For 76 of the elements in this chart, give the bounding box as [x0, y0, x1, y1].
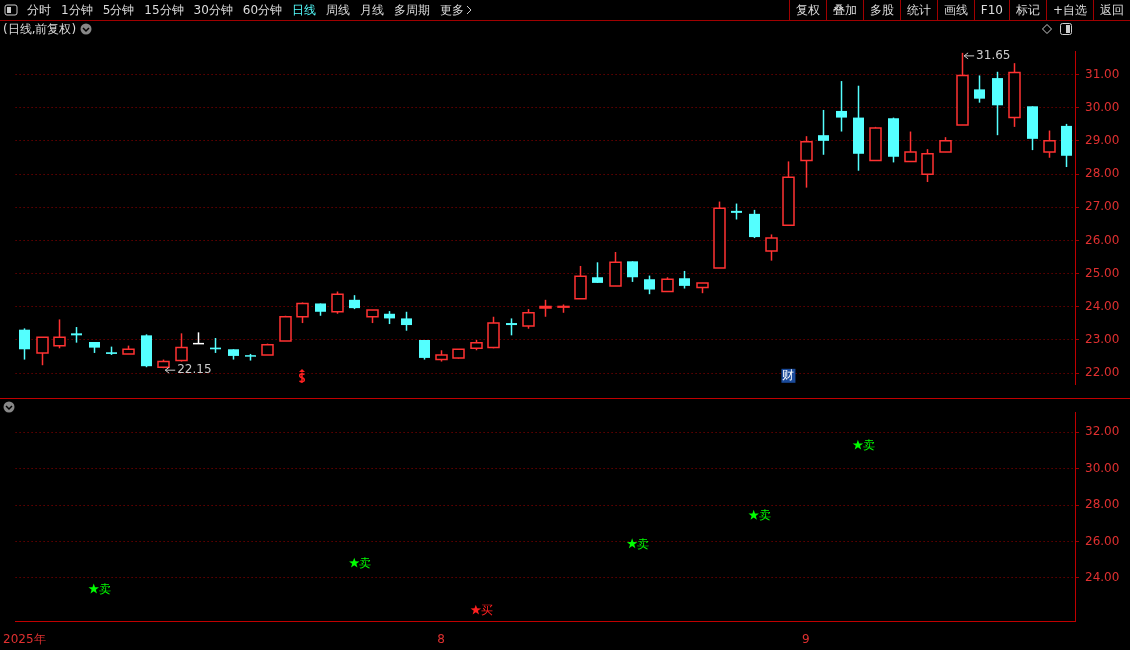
point [349, 557, 360, 568]
candlestick [627, 260, 638, 283]
x-tick-label: 8 [437, 631, 445, 646]
y-tick-label: 30.00 [1085, 460, 1120, 475]
candlestick [401, 311, 412, 332]
x-tick-label: 9 [801, 631, 810, 646]
data-label: 卖 [98, 582, 111, 597]
y-tick-label: 28.00 [1085, 497, 1120, 512]
chart-title: (日线,前复权) [3, 20, 77, 38]
candlestick [331, 290, 344, 315]
candlestick [1043, 129, 1056, 159]
point [626, 538, 638, 549]
y-tick-label: 29.00 [1085, 132, 1120, 147]
y-tick-label: 22.00 [1085, 365, 1120, 380]
candlestick [296, 301, 309, 324]
point [852, 439, 864, 450]
text: F10 [973, 0, 1009, 20]
y-tick-label: 30.00 [1085, 99, 1120, 114]
text: 返回 [1093, 0, 1130, 20]
candlestick [818, 109, 829, 156]
text: 5分钟 [101, 1, 136, 19]
text: 日线 [291, 1, 318, 19]
data-label: 卖 [758, 508, 771, 523]
candlestick [904, 130, 917, 163]
data-label: 卖 [862, 438, 875, 453]
data-label: 买 [480, 603, 493, 618]
data-label: 卖 [359, 556, 372, 571]
text: 分时 [26, 1, 52, 19]
text: 标记 [1008, 0, 1046, 20]
text: 画线 [936, 0, 974, 20]
y-tick-label: 28.00 [1085, 166, 1120, 181]
x-tick-label: 2025年 [3, 631, 46, 646]
candlestick [609, 251, 622, 287]
text: 更多 [439, 1, 466, 19]
candlestick [974, 74, 985, 104]
candlestick [765, 233, 778, 262]
candlestick [53, 318, 66, 350]
annotation: 财 [782, 367, 795, 382]
text: 多周期 [393, 1, 432, 19]
text: 月线 [359, 1, 386, 19]
point [470, 604, 482, 615]
annotation: 31.65 [976, 47, 1011, 62]
y-tick-label: 32.00 [1085, 424, 1120, 439]
text: 1分钟 [60, 1, 94, 19]
y-tick-label: 23.00 [1085, 332, 1120, 347]
text: 统计 [899, 0, 937, 20]
data-label: 卖 [637, 536, 650, 551]
candlestick [800, 135, 813, 189]
candlestick [592, 261, 603, 284]
candlestick [836, 80, 847, 133]
text: 叠加 [825, 0, 863, 20]
text: 多股 [862, 0, 900, 20]
y-tick-label: 31.00 [1085, 66, 1120, 81]
y-tick-label: 26.00 [1085, 232, 1120, 247]
y-tick-label: 26.00 [1085, 533, 1120, 548]
text: 15分钟 [143, 1, 185, 19]
point [748, 509, 759, 520]
candlestick [19, 327, 30, 361]
y-tick-label: 24.00 [1085, 298, 1120, 313]
y-tick-label: 25.00 [1085, 265, 1120, 280]
candlestick [175, 332, 188, 363]
candlestick [749, 209, 760, 239]
candlestick [644, 274, 655, 295]
y-tick-label: 24.00 [1085, 570, 1120, 585]
candlestick [574, 265, 587, 300]
text: 30分钟 [192, 1, 234, 19]
candlestick [36, 336, 49, 366]
candlestick [921, 148, 934, 183]
y-tick-label: 27.00 [1085, 199, 1120, 214]
text: 周线 [325, 1, 352, 19]
text: 60分钟 [241, 1, 284, 19]
point [88, 583, 99, 594]
text: 复权 [788, 0, 826, 20]
text: +自选 [1045, 0, 1093, 20]
candlestick [522, 308, 535, 330]
annotation: 22.15 [177, 362, 212, 377]
